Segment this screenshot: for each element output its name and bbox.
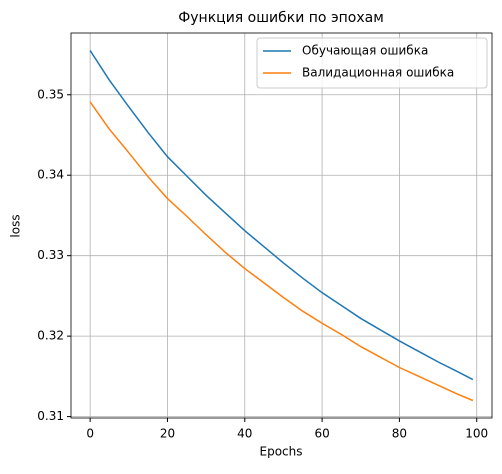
y-axis-label: loss: [9, 214, 23, 237]
legend-label: Валидационная ошибка: [302, 66, 454, 80]
legend-box: [256, 37, 488, 89]
chart-title: Функция ошибки по эпохам: [178, 10, 384, 26]
data-line: [89, 101, 474, 402]
x-tick-label: 60: [314, 427, 329, 441]
y-tick-label: 0.34: [37, 168, 64, 182]
y-tick-label: 0.32: [37, 329, 64, 343]
y-tick-label: 0.31: [37, 409, 64, 423]
data-line: [89, 50, 474, 381]
x-tick-label: 0: [86, 427, 94, 441]
x-tick-label: 100: [465, 427, 488, 441]
x-tick-label: 80: [392, 427, 407, 441]
legend-label: Обучающая ошибка: [302, 44, 428, 58]
y-tick-label: 0.33: [37, 248, 64, 262]
x-tick-label: 20: [160, 427, 175, 441]
x-tick-label: 40: [237, 427, 252, 441]
axes-frame: [70, 32, 493, 419]
y-tick-label: 0.35: [37, 87, 64, 101]
x-axis-label: Epochs: [260, 445, 303, 459]
